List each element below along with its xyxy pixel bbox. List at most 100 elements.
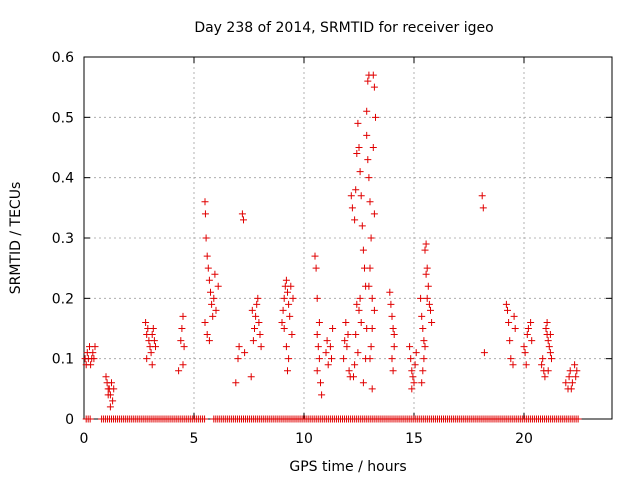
data-point — [313, 367, 321, 375]
data-point — [387, 300, 395, 308]
data-point — [357, 192, 365, 200]
data-point — [366, 264, 374, 272]
data-point — [420, 337, 428, 345]
data-point — [367, 234, 375, 242]
data-point — [354, 349, 362, 357]
data-point — [410, 379, 418, 387]
y-tick-label: 0.6 — [52, 50, 74, 66]
data-point — [539, 355, 547, 363]
data-point — [544, 337, 552, 345]
data-point — [355, 306, 363, 314]
data-point — [368, 294, 376, 302]
zero-point — [201, 415, 209, 423]
data-point — [142, 318, 150, 326]
data-point — [544, 367, 552, 375]
data-point — [389, 325, 397, 332]
data-point — [322, 349, 330, 357]
data-point — [520, 343, 528, 351]
data-point — [571, 361, 579, 369]
data-point — [328, 355, 335, 363]
y-tick-label: 0.1 — [52, 352, 74, 368]
y-tick-label: 0.3 — [52, 231, 74, 247]
data-point — [566, 367, 574, 375]
data-point — [209, 312, 217, 320]
data-point — [419, 325, 427, 332]
data-point — [511, 325, 519, 332]
data-point — [312, 264, 320, 272]
data-point — [102, 373, 110, 381]
data-point — [505, 318, 513, 326]
data-point — [479, 204, 487, 212]
data-point — [201, 198, 209, 206]
data-point — [542, 325, 550, 332]
data-point — [421, 246, 429, 254]
data-point — [424, 282, 432, 290]
data-point — [504, 306, 511, 314]
data-point — [527, 318, 535, 326]
data-point — [356, 294, 364, 302]
data-point — [204, 264, 212, 272]
data-point — [315, 355, 323, 363]
data-point — [150, 337, 158, 345]
data-point — [249, 337, 257, 345]
data-point — [521, 349, 529, 357]
data-point — [212, 306, 220, 314]
data-point — [409, 373, 417, 381]
data-point — [421, 343, 429, 351]
data-point — [366, 355, 374, 363]
data-point — [543, 318, 551, 326]
data-point — [91, 343, 99, 351]
data-point — [364, 77, 372, 85]
data-point — [285, 300, 293, 308]
data-point — [201, 210, 209, 218]
data-point — [240, 216, 247, 224]
data-point — [208, 300, 216, 308]
data-point — [546, 349, 554, 357]
data-point — [203, 331, 211, 339]
y-tick-label: 0 — [65, 412, 74, 428]
data-point — [423, 294, 431, 302]
data-point — [366, 198, 374, 206]
data-point — [425, 300, 433, 308]
data-point — [329, 325, 337, 332]
data-point — [568, 379, 576, 387]
data-point — [179, 312, 187, 320]
data-point — [147, 349, 155, 357]
data-point — [352, 331, 360, 339]
data-point — [255, 318, 263, 326]
data-point — [407, 355, 415, 363]
data-point — [506, 337, 514, 345]
x-axis-label: GPS time / hours — [289, 459, 406, 475]
data-point — [282, 276, 290, 284]
data-point — [541, 373, 549, 381]
data-point — [363, 107, 371, 115]
data-point — [202, 234, 210, 242]
data-point — [342, 318, 350, 326]
data-point — [210, 294, 218, 302]
data-point — [509, 361, 517, 369]
data-point — [241, 349, 249, 357]
data-point — [87, 361, 95, 369]
y-tick-label: 0.4 — [52, 171, 74, 187]
data-point — [427, 306, 434, 314]
data-point — [110, 385, 118, 393]
data-point — [367, 343, 375, 351]
x-tick-label: 20 — [515, 431, 533, 447]
data-points — [81, 71, 582, 423]
data-point — [355, 144, 363, 151]
data-point — [538, 361, 546, 369]
data-point — [254, 294, 262, 302]
data-point — [422, 240, 430, 248]
data-point — [90, 355, 98, 363]
data-point — [323, 337, 331, 345]
data-point — [256, 331, 264, 339]
data-point — [389, 367, 397, 375]
data-point — [345, 367, 353, 375]
data-point — [180, 343, 188, 351]
data-point — [363, 131, 371, 139]
data-point — [354, 119, 362, 127]
data-point — [359, 246, 367, 254]
data-point — [143, 355, 151, 363]
data-point — [420, 355, 428, 363]
data-point — [207, 288, 214, 296]
